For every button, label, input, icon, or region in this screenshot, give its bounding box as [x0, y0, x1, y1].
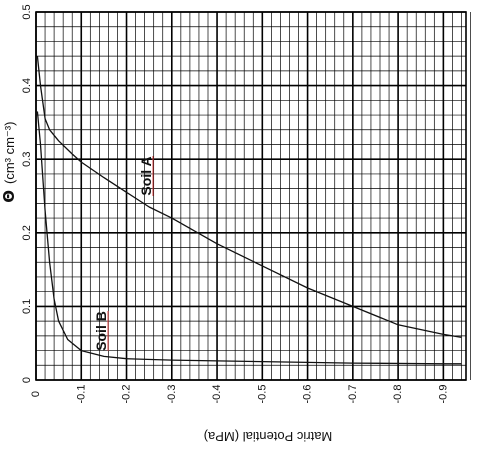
curve-label-soil-b-group: Soil B	[93, 311, 109, 351]
y-tick-label: 0.5	[21, 4, 33, 19]
curve-label-soil-a-group: Soil A	[138, 156, 154, 196]
y-tick-label: 0.1	[21, 299, 33, 314]
y-axis-units: (cm³ cm⁻³)	[2, 122, 17, 184]
x-tick-label: -0.5	[256, 385, 268, 404]
curve-label-soil-a: Soil A	[138, 156, 154, 195]
x-tick-label: -0.2	[121, 385, 133, 404]
y-tick-label: 0.3	[21, 152, 33, 167]
x-tick-label: -0.6	[302, 385, 314, 404]
y-axis-title-group: Θ (cm³ cm⁻³)	[0, 122, 18, 203]
y-tick-label: 0	[21, 377, 33, 383]
x-tick-label: -0.8	[392, 385, 404, 404]
x-axis-title: Matric Potential (MPa)	[204, 429, 333, 444]
x-tick-label: -0.4	[211, 385, 223, 404]
x-tick-label: -0.9	[437, 385, 449, 404]
x-tick-label: -0.1	[75, 385, 87, 404]
y-tick-label: 0.4	[21, 78, 33, 93]
x-tick-label: -0.7	[347, 385, 359, 404]
curve-label-soil-b: Soil B	[93, 311, 109, 351]
x-tick-label: 0	[30, 391, 42, 397]
y-axis-symbol: Θ	[0, 190, 18, 203]
x-tick-label: -0.3	[166, 385, 178, 404]
y-tick-label: 0.2	[21, 225, 33, 240]
